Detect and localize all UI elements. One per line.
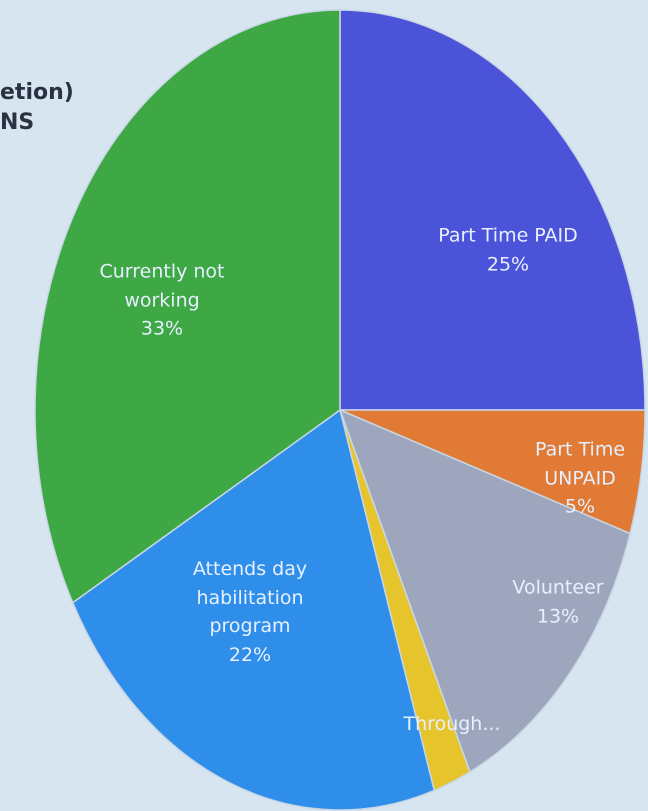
- slice-label: Currently not working 33%: [77, 257, 247, 343]
- value-label: 25%: [486, 253, 530, 275]
- slice-label: Through...: [387, 710, 517, 739]
- pie-slice: [34, 9, 341, 604]
- slice-label: Attends day habilitation program 22%: [165, 555, 335, 669]
- pie-slice: [339, 9, 646, 411]
- title-fragment: NS: [0, 110, 35, 135]
- pie-slice: [71, 408, 436, 811]
- category-label: Volunteer: [512, 576, 604, 599]
- title-fragment: etion): [0, 80, 74, 105]
- slice-label: Volunteer 13%: [498, 574, 618, 631]
- value-label: 22%: [228, 643, 272, 666]
- category-label: Part Time UNPAID: [534, 438, 626, 489]
- value-label: 13%: [536, 605, 580, 627]
- value-label: 5%: [564, 495, 596, 518]
- category-label: Currently not working: [99, 260, 225, 311]
- category-label: Attends day habilitation program: [192, 558, 308, 637]
- slice-label: Part Time PAID 25%: [418, 222, 598, 279]
- pie-slice: [338, 408, 631, 774]
- slice-label: Part Time UNPAID 5%: [525, 435, 635, 521]
- category-label: Part Time PAID: [438, 224, 578, 247]
- category-label: Through...: [403, 712, 501, 735]
- value-label: 33%: [140, 317, 184, 340]
